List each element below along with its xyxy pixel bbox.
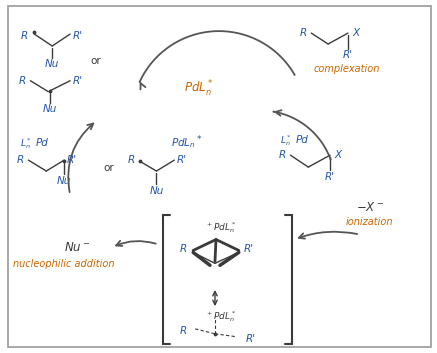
- Text: Pd: Pd: [296, 135, 309, 145]
- Text: $*$: $*$: [196, 133, 202, 142]
- Text: $L_n^*$: $L_n^*$: [21, 136, 32, 151]
- Text: R': R': [325, 172, 335, 182]
- Text: $L_n^*$: $L_n^*$: [281, 133, 292, 148]
- Text: or: or: [90, 56, 101, 66]
- Text: R: R: [180, 326, 187, 336]
- Text: Nu: Nu: [45, 59, 59, 69]
- Text: or: or: [104, 163, 114, 173]
- Text: complexation: complexation: [314, 64, 380, 74]
- Text: Nu: Nu: [149, 186, 163, 196]
- Text: R': R': [73, 76, 83, 86]
- Text: R: R: [17, 155, 24, 165]
- Text: R': R': [244, 244, 254, 255]
- Text: ionization: ionization: [346, 217, 394, 227]
- Text: R': R': [67, 155, 77, 165]
- Text: $\mathit{PdL}_n$: $\mathit{PdL}_n$: [171, 136, 196, 150]
- Text: X: X: [334, 150, 342, 160]
- Text: R': R': [246, 334, 256, 344]
- Text: $-X^-$: $-X^-$: [356, 201, 384, 214]
- Text: R': R': [73, 31, 83, 41]
- Text: R: R: [300, 28, 307, 38]
- Text: Nu: Nu: [57, 176, 71, 186]
- Text: $^+\mathit{PdL}_n^*$: $^+\mathit{PdL}_n^*$: [205, 310, 236, 324]
- Text: X: X: [352, 28, 360, 38]
- Text: $Nu^-$: $Nu^-$: [64, 241, 90, 254]
- Text: $\mathit{PdL}_n^*$: $\mathit{PdL}_n^*$: [184, 79, 214, 99]
- Text: R: R: [180, 244, 187, 255]
- Text: R': R': [177, 155, 187, 165]
- Text: Nu: Nu: [43, 103, 57, 114]
- Text: R': R': [343, 50, 353, 60]
- Text: R: R: [19, 76, 26, 86]
- Text: R: R: [21, 31, 28, 41]
- Text: R: R: [279, 150, 286, 160]
- Text: R: R: [128, 155, 135, 165]
- Text: Pd: Pd: [36, 138, 49, 148]
- Text: $^+\mathit{PdL}_n^*$: $^+\mathit{PdL}_n^*$: [205, 220, 236, 235]
- Text: nucleophilic addition: nucleophilic addition: [14, 259, 115, 269]
